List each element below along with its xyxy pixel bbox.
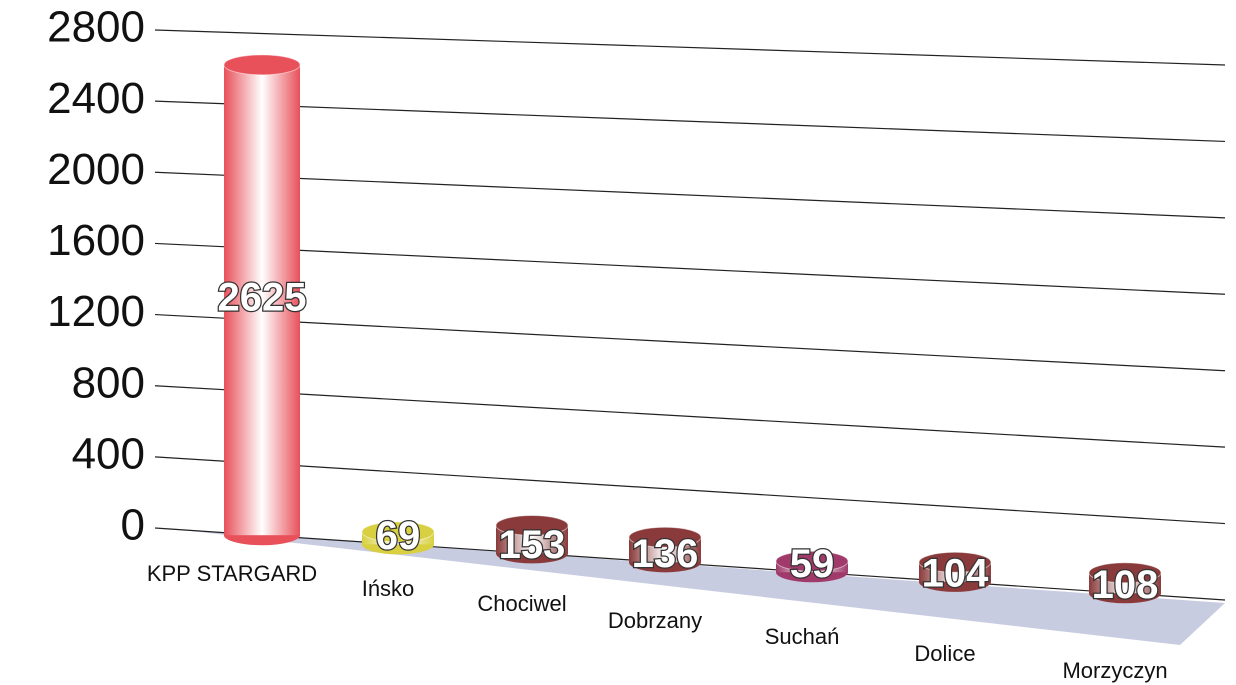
- floor: [165, 528, 1225, 645]
- value-label: 136: [632, 532, 699, 576]
- bar-top: [775, 550, 849, 572]
- grid-line: [154, 171, 1226, 219]
- grid-line: [154, 29, 1226, 66]
- grid-line: [154, 313, 1226, 372]
- x-tick-label: Ińsko: [362, 576, 415, 601]
- grid-line: [154, 100, 1226, 143]
- x-tick-label: Morzyczyn: [1062, 658, 1167, 683]
- value-label: 153: [499, 523, 566, 567]
- x-tick-label: Dobrzany: [608, 608, 702, 633]
- bar: [224, 64, 300, 536]
- bar-top: [628, 526, 702, 548]
- x-tick-label: Suchań: [765, 624, 840, 649]
- grid-line: [154, 385, 1226, 448]
- x-tick-label: Dolice: [914, 641, 975, 666]
- y-tick-label: 2400: [47, 74, 145, 123]
- value-label: 69: [376, 514, 421, 558]
- y-tick-label: 2800: [47, 3, 145, 52]
- y-tick-label: 800: [72, 358, 145, 407]
- value-label: 2625: [218, 276, 307, 320]
- x-tick-label: KPP STARGARD: [147, 561, 317, 586]
- y-tick-label: 400: [72, 429, 145, 478]
- y-tick-label: 1600: [47, 216, 145, 265]
- bar-top: [1088, 562, 1162, 584]
- y-tick-label: 0: [121, 501, 145, 550]
- bar-top: [495, 514, 569, 536]
- value-label: 108: [1092, 563, 1159, 607]
- grid-line: [154, 456, 1226, 525]
- bar-top: [223, 54, 301, 76]
- x-tick-label: Chociwel: [477, 591, 566, 616]
- value-label: 59: [790, 542, 835, 586]
- bar-top: [918, 551, 992, 573]
- grid-line: [154, 242, 1226, 295]
- y-tick-label: 2000: [47, 145, 145, 194]
- bar-top: [361, 521, 435, 543]
- y-tick-label: 1200: [47, 287, 145, 336]
- value-label: 104: [922, 551, 989, 595]
